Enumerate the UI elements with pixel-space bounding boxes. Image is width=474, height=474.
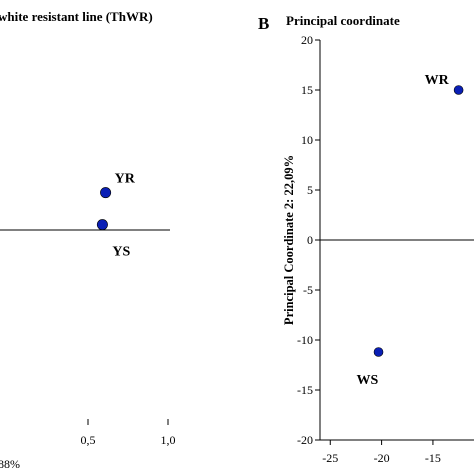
panel-a-points: YR YS	[96, 172, 136, 260]
panel-b-y-tick-label: -20	[297, 433, 313, 447]
panel-a-title: white resistant line (ThWR)	[0, 9, 153, 24]
panel-b-axes: 20 15 10 5 0 -5 -10 -15 -20 -25 -20 -15	[297, 33, 474, 465]
data-point-label-yr: YR	[115, 172, 136, 187]
panel-a-x-axis-label: 88%	[0, 457, 20, 471]
panel-b-title: Principal coordinate	[286, 13, 400, 28]
data-point-ys	[96, 219, 108, 231]
panel-b-x-tick-label: -15	[425, 451, 441, 465]
panel-a: white resistant line (ThWR) 0,5 1,0 YRYS …	[0, 9, 176, 471]
data-point-ws	[373, 347, 384, 357]
panel-a-x-tick-label: 1,0	[161, 433, 176, 447]
panel-b-y-tick-label: 15	[301, 83, 313, 97]
panel-b-points: WR WS	[357, 73, 464, 388]
panel-b: B Principal coordinate Principal Coordin…	[258, 13, 474, 465]
panel-b-y-tick-label: -10	[297, 333, 313, 347]
panel-b-x-tick-label: -20	[374, 451, 390, 465]
panel-b-y-tick-label: -5	[303, 283, 313, 297]
data-point-label-wr: WR	[425, 73, 450, 88]
data-point-wr	[453, 85, 464, 95]
panel-b-y-tick-label: 5	[307, 183, 313, 197]
data-point-label-ys: YS	[112, 245, 130, 260]
panel-b-y-tick-label: -15	[297, 383, 313, 397]
panel-b-y-tick-label: 10	[301, 133, 313, 147]
panel-b-letter: B	[258, 14, 269, 33]
panel-b-y-tick-label: 0	[307, 233, 313, 247]
panel-a-x-tick-label: 0,5	[81, 433, 96, 447]
panel-a-x-ticks: 0,5 1,0	[0, 229, 176, 447]
panel-b-y-tick-label: 20	[301, 33, 313, 47]
data-point-yr	[100, 187, 112, 199]
data-point-label-ws: WS	[357, 373, 379, 388]
panel-b-y-axis-label: Principal Coordinate 2: 22,09%	[282, 155, 296, 325]
panel-b-x-tick-label: -25	[322, 451, 338, 465]
